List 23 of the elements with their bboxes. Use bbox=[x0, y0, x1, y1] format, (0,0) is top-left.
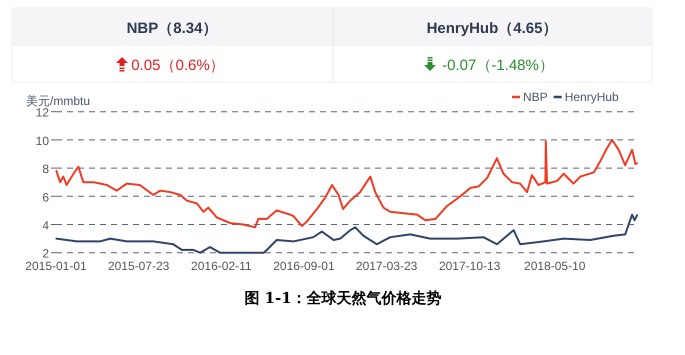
x-tick-label: 2018-05-10 bbox=[524, 259, 586, 273]
x-tick-label: 2017-03-23 bbox=[356, 259, 418, 273]
x-tick-label: 2017-10-13 bbox=[438, 259, 501, 273]
x-tick-label: 2016-02-11 bbox=[191, 259, 252, 273]
text: -0.07（-1.48%） bbox=[442, 57, 554, 74]
y-tick-label: 4 bbox=[42, 218, 50, 232]
line-series bbox=[55, 138, 638, 228]
y-tick-label: 8 bbox=[42, 162, 50, 176]
text: NBP（8.34） bbox=[126, 20, 218, 37]
text: 图 1-1：全球天然气价格走势 bbox=[244, 289, 442, 307]
line-series bbox=[55, 214, 638, 254]
x-tick-label: 2015-01-01 bbox=[25, 259, 88, 273]
y-tick-label: 10 bbox=[36, 134, 50, 148]
y-axis-title: 美元/mmbtu bbox=[26, 94, 90, 108]
legend-label: NBP bbox=[523, 90, 548, 104]
text: 0.05（0.6%） bbox=[131, 57, 225, 74]
x-tick-label: 2015-07-23 bbox=[108, 259, 170, 273]
y-tick-label: 6 bbox=[42, 190, 50, 204]
y-tick-label: 2 bbox=[42, 246, 50, 261]
x-tick-label: 2016-09-01 bbox=[273, 259, 335, 273]
text: HenryHub（4.65） bbox=[426, 20, 558, 37]
y-tick-label: 12 bbox=[36, 106, 50, 120]
legend-label: HenryHub bbox=[564, 90, 620, 104]
